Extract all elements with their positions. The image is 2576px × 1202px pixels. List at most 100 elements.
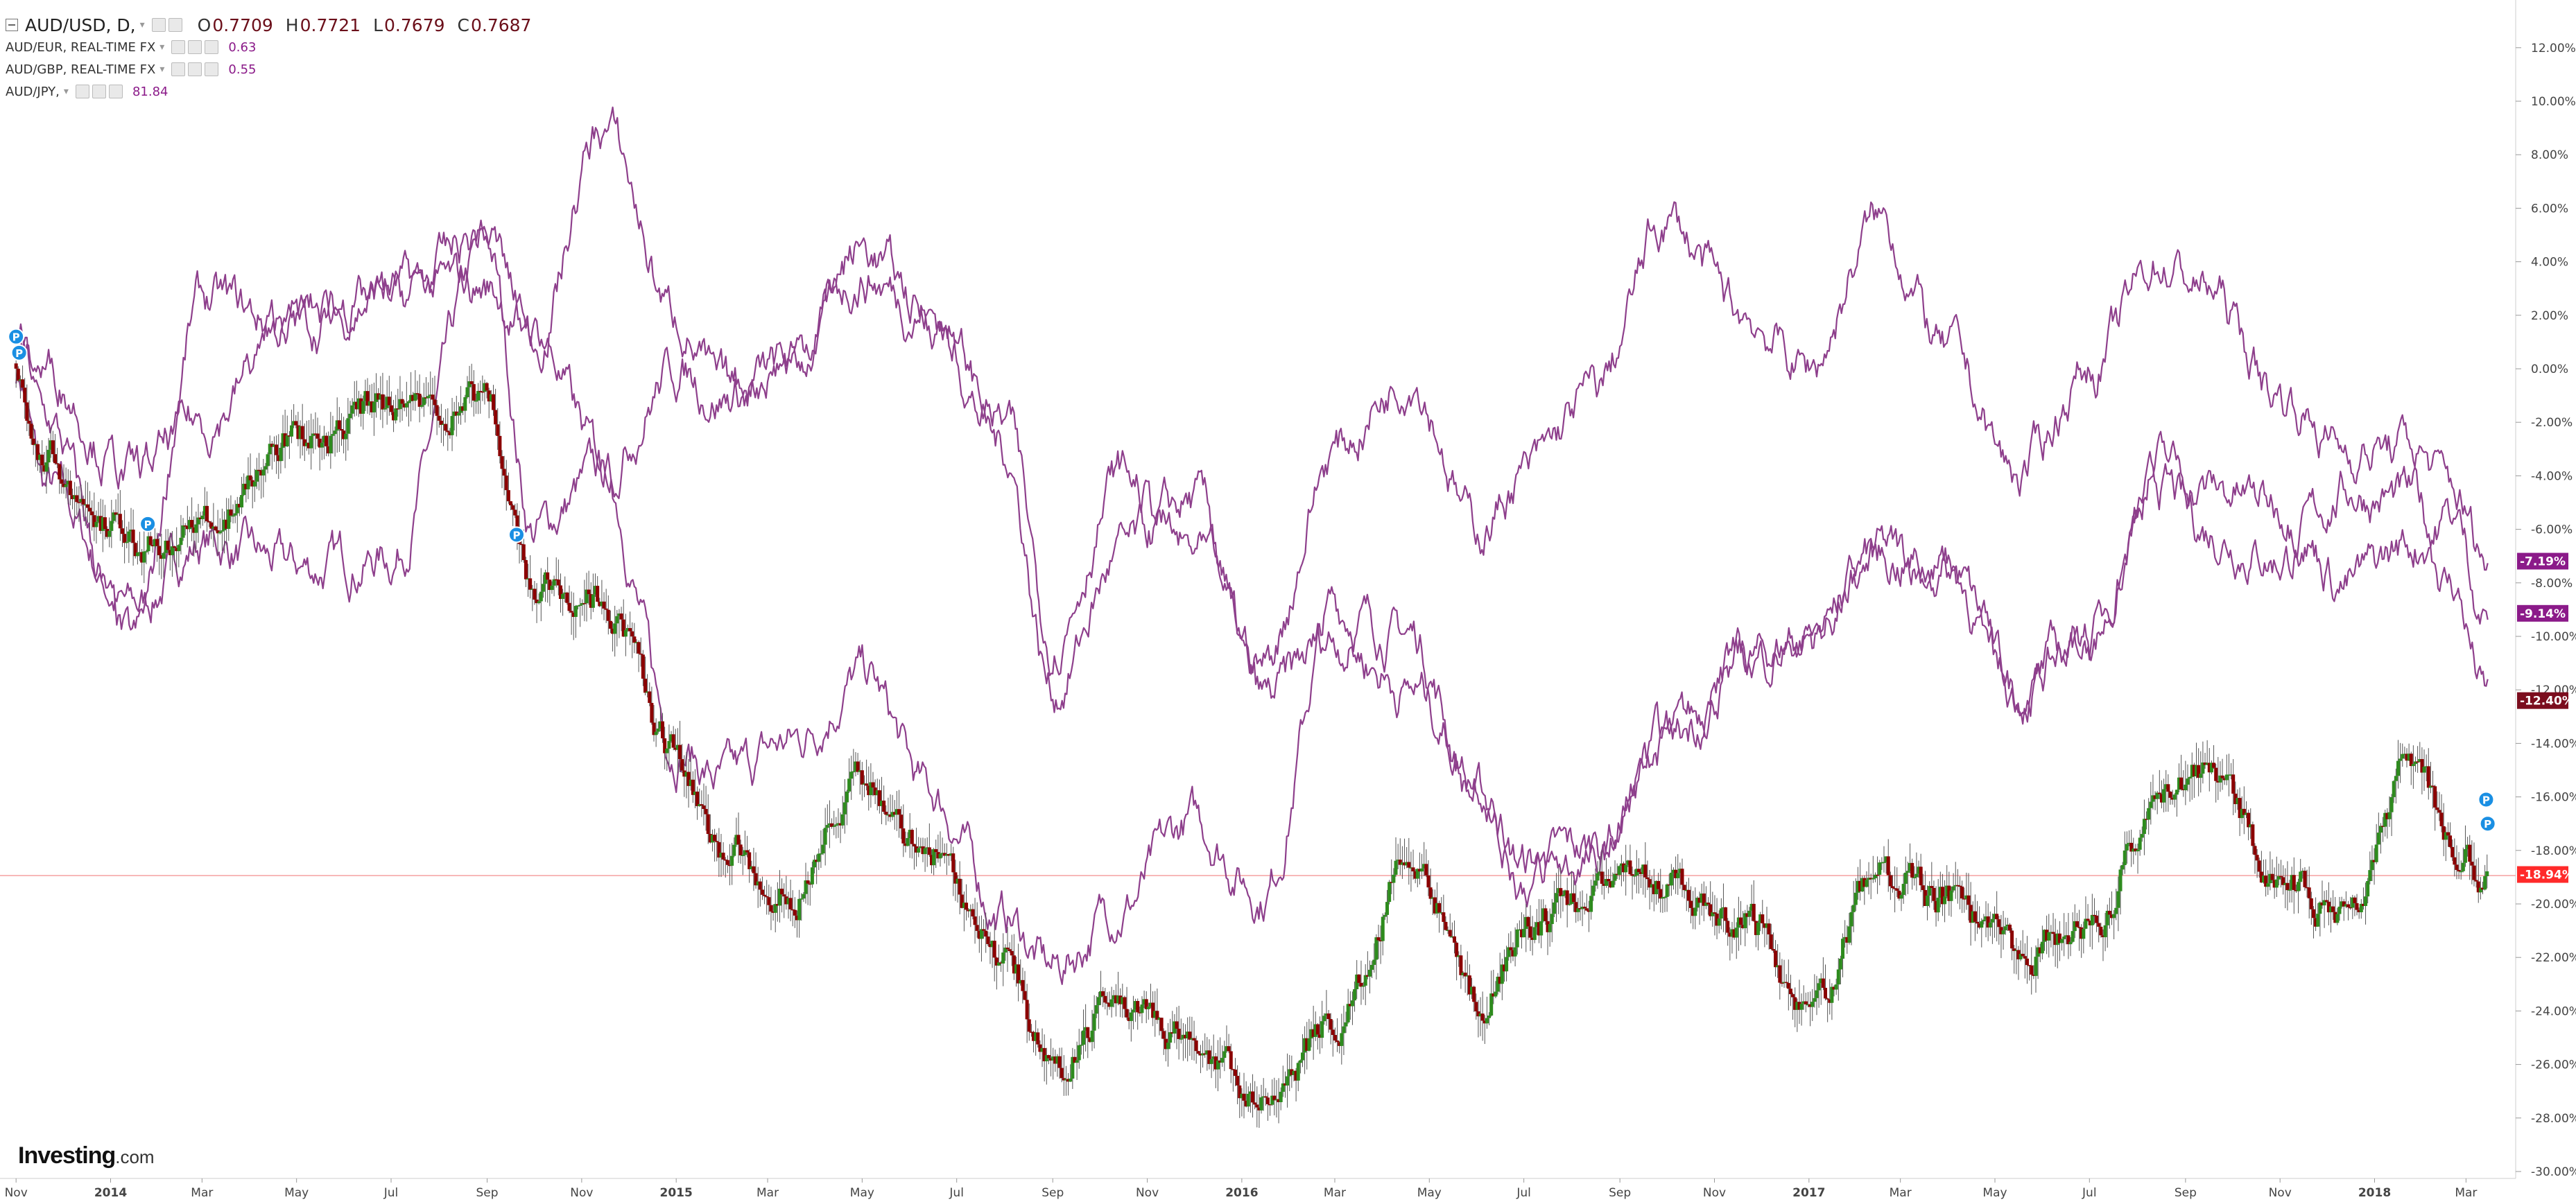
candle-body	[760, 889, 764, 895]
legend-row-aud-eur[interactable]: AUD/EUR, REAL-TIME FX ▾ 0.63	[6, 36, 531, 58]
candle-body	[771, 912, 775, 913]
candle-body	[1598, 871, 1602, 873]
candlestick-series[interactable]	[14, 343, 2489, 1129]
candle-body	[901, 828, 906, 844]
candle-body	[1719, 908, 1723, 919]
candle-body	[919, 846, 923, 848]
x-axis[interactable]: Nov 2014 Mar May Jul Sep Nov 2015 Mar May Jul Sep No…	[5, 1178, 2478, 1200]
p-marker-icon[interactable]	[2478, 791, 2495, 808]
chevron-down-icon[interactable]: ▾	[159, 64, 165, 75]
candle-body	[2255, 855, 2259, 861]
comparison-series-line-1[interactable]	[15, 219, 2489, 986]
candle-body	[1845, 937, 1849, 943]
candle-body	[1420, 868, 1424, 872]
candle-body	[1129, 1012, 1133, 1021]
close-icon[interactable]	[205, 40, 219, 54]
candle-body	[2203, 762, 2207, 765]
candle-body	[684, 772, 689, 777]
candle-body	[1246, 1093, 1250, 1107]
legend-row-aud-gbp[interactable]: AUD/GBP, REAL-TIME FX ▾ 0.55	[6, 58, 531, 80]
candle-body	[1502, 964, 1506, 972]
candle-body	[1298, 1060, 1302, 1063]
candle-body	[2288, 889, 2292, 891]
candle-body	[2401, 754, 2405, 759]
candle-body	[1090, 1030, 1094, 1043]
candle-body	[790, 909, 795, 911]
candle-body	[2247, 812, 2251, 828]
candle-body	[2109, 914, 2113, 918]
legend-row-aud-jpy[interactable]: AUD/JPY, ▾ 81.84	[6, 80, 531, 103]
candle-body	[2422, 767, 2426, 773]
candle-body	[138, 552, 142, 553]
plot-area[interactable]	[0, 106, 2516, 1129]
visibility-toggle-icon[interactable]	[171, 62, 186, 76]
candle-body	[1467, 975, 1471, 995]
candle-body	[1834, 984, 1838, 990]
candle-body	[35, 444, 40, 460]
candle-body	[2279, 876, 2283, 878]
candle-body	[2466, 844, 2470, 849]
p-marker-icon[interactable]	[139, 515, 157, 532]
candle-body	[2431, 785, 2435, 787]
candle-body	[307, 442, 311, 448]
candle-body	[528, 578, 533, 590]
candle-body	[589, 594, 593, 608]
close-icon[interactable]	[205, 62, 219, 76]
p-marker-icon[interactable]	[8, 328, 25, 345]
x-tick-label: Jul	[2082, 1186, 2097, 1200]
candle-body	[1060, 1068, 1064, 1079]
candle-body	[1622, 863, 1626, 873]
candle-body	[2218, 775, 2222, 783]
candle-body	[1385, 902, 1390, 915]
candle-body	[209, 522, 214, 529]
p-marker-icon[interactable]	[10, 344, 28, 361]
candle-body	[2103, 925, 2107, 938]
candle-body	[2376, 833, 2380, 845]
settings-icon[interactable]	[188, 62, 202, 76]
collapse-icon[interactable]	[6, 19, 18, 31]
x-tick-label: Sep	[2175, 1186, 2197, 1200]
comparison-series-line-2[interactable]	[15, 250, 2489, 908]
candle-body	[1943, 896, 1947, 905]
candle-body	[1973, 911, 1977, 922]
candle-body	[1283, 1083, 1287, 1086]
candle-body	[515, 515, 519, 534]
candle-body	[200, 515, 205, 519]
x-tick-label: Mar	[2455, 1186, 2477, 1200]
p-marker-icon[interactable]	[2479, 815, 2496, 833]
chevron-down-icon[interactable]: ▾	[159, 42, 165, 53]
candle-body	[1372, 959, 1376, 965]
x-tick-label: 2016	[1225, 1186, 1258, 1200]
settings-icon[interactable]	[92, 85, 106, 98]
comparison-series-line-3[interactable]	[15, 106, 2489, 677]
visibility-toggle-icon[interactable]	[151, 18, 166, 32]
visibility-toggle-icon[interactable]	[75, 85, 89, 98]
visibility-toggle-icon[interactable]	[171, 40, 186, 54]
candle-body	[77, 502, 81, 503]
close-icon[interactable]	[108, 85, 123, 98]
candle-body	[606, 609, 610, 621]
settings-icon[interactable]	[188, 40, 202, 54]
p-marker-icon[interactable]	[508, 526, 526, 543]
candle-body	[1383, 914, 1387, 917]
candle-body	[2084, 918, 2088, 929]
candle-body	[1815, 990, 1819, 998]
candle-body	[381, 394, 385, 410]
candle-body	[704, 809, 708, 815]
candle-body	[162, 552, 166, 559]
x-tick-label: Jul	[1516, 1186, 1531, 1200]
candle-body	[949, 853, 953, 856]
chevron-down-icon[interactable]: ▾	[139, 19, 145, 31]
settings-icon[interactable]	[168, 18, 182, 32]
y-axis[interactable]: 12.00% 10.00% 8.00% 6.00% 4.00% 2.00% 0.00% -2.…	[2516, 42, 2576, 1179]
y-tick-label: 6.00%	[2531, 202, 2568, 216]
candle-body	[1109, 999, 1114, 1007]
candle-body	[275, 444, 279, 455]
chevron-down-icon[interactable]: ▾	[63, 86, 69, 97]
candle-body	[1513, 947, 1517, 957]
candle-body	[194, 524, 198, 533]
y-tick-label: -2.00%	[2531, 416, 2573, 430]
